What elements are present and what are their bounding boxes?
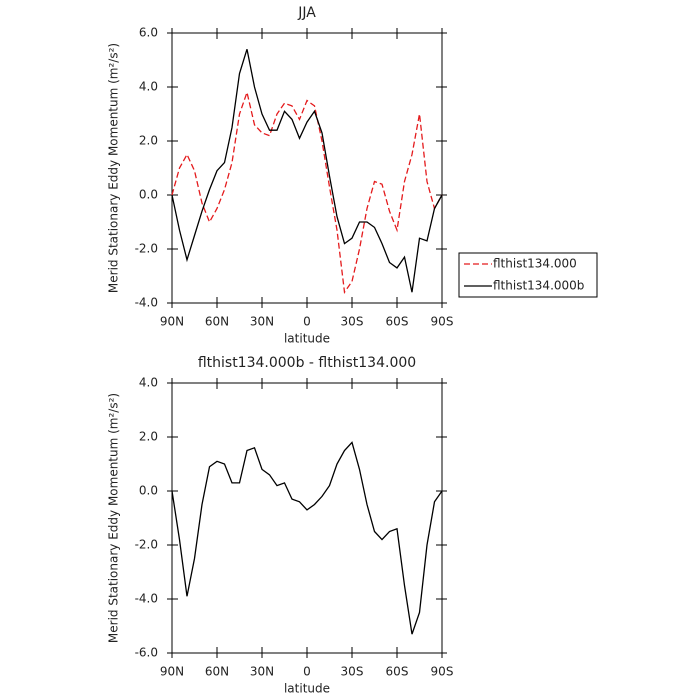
- y-axis-label: Merid Stationary Eddy Momentum (m²/s²): [107, 43, 121, 293]
- plot-frame: [171, 382, 443, 654]
- plot-frame: [171, 32, 443, 304]
- x-tick-label: 60S: [386, 665, 409, 679]
- y-tick-label: 4.0: [139, 80, 158, 94]
- legend-box: [458, 252, 598, 298]
- x-tick-label: 90N: [160, 315, 184, 329]
- y-tick-label: -2.0: [135, 242, 158, 256]
- x-axis-label: latitude: [284, 682, 330, 696]
- x-tick-label: 60S: [386, 315, 409, 329]
- legend-label: flthist134.000: [493, 257, 577, 271]
- x-tick-label: 90S: [431, 315, 454, 329]
- x-tick-label: 0: [303, 315, 311, 329]
- chart-title: JJA: [297, 5, 316, 21]
- y-axis-label: Merid Stationary Eddy Momentum (m²/s²): [107, 393, 121, 643]
- x-axis-label: latitude: [284, 332, 330, 346]
- x-tick-label: 60N: [205, 315, 229, 329]
- y-tick-label: -4.0: [135, 296, 158, 310]
- data-line: [171, 49, 443, 293]
- legend-label: flthist134.000b: [493, 279, 584, 293]
- y-tick-label: 2.0: [139, 430, 158, 444]
- y-tick-label: 2.0: [139, 134, 158, 148]
- chart-title: flthist134.000b - flthist134.000: [198, 355, 416, 371]
- x-tick-label: 60N: [205, 665, 229, 679]
- x-tick-label: 30S: [341, 665, 364, 679]
- x-tick-label: 30S: [341, 315, 364, 329]
- data-line: [171, 441, 443, 635]
- y-tick-label: 4.0: [139, 376, 158, 390]
- y-tick-label: 6.0: [139, 26, 158, 40]
- y-tick-label: 0.0: [139, 188, 158, 202]
- y-tick-label: 0.0: [139, 484, 158, 498]
- x-tick-label: 90S: [431, 665, 454, 679]
- data-line: [171, 90, 443, 294]
- x-tick-label: 0: [303, 665, 311, 679]
- y-tick-label: -2.0: [135, 538, 158, 552]
- y-tick-label: -4.0: [135, 592, 158, 606]
- y-tick-label: -6.0: [135, 646, 158, 660]
- x-tick-label: 90N: [160, 665, 184, 679]
- x-tick-label: 30N: [250, 315, 274, 329]
- x-tick-label: 30N: [250, 665, 274, 679]
